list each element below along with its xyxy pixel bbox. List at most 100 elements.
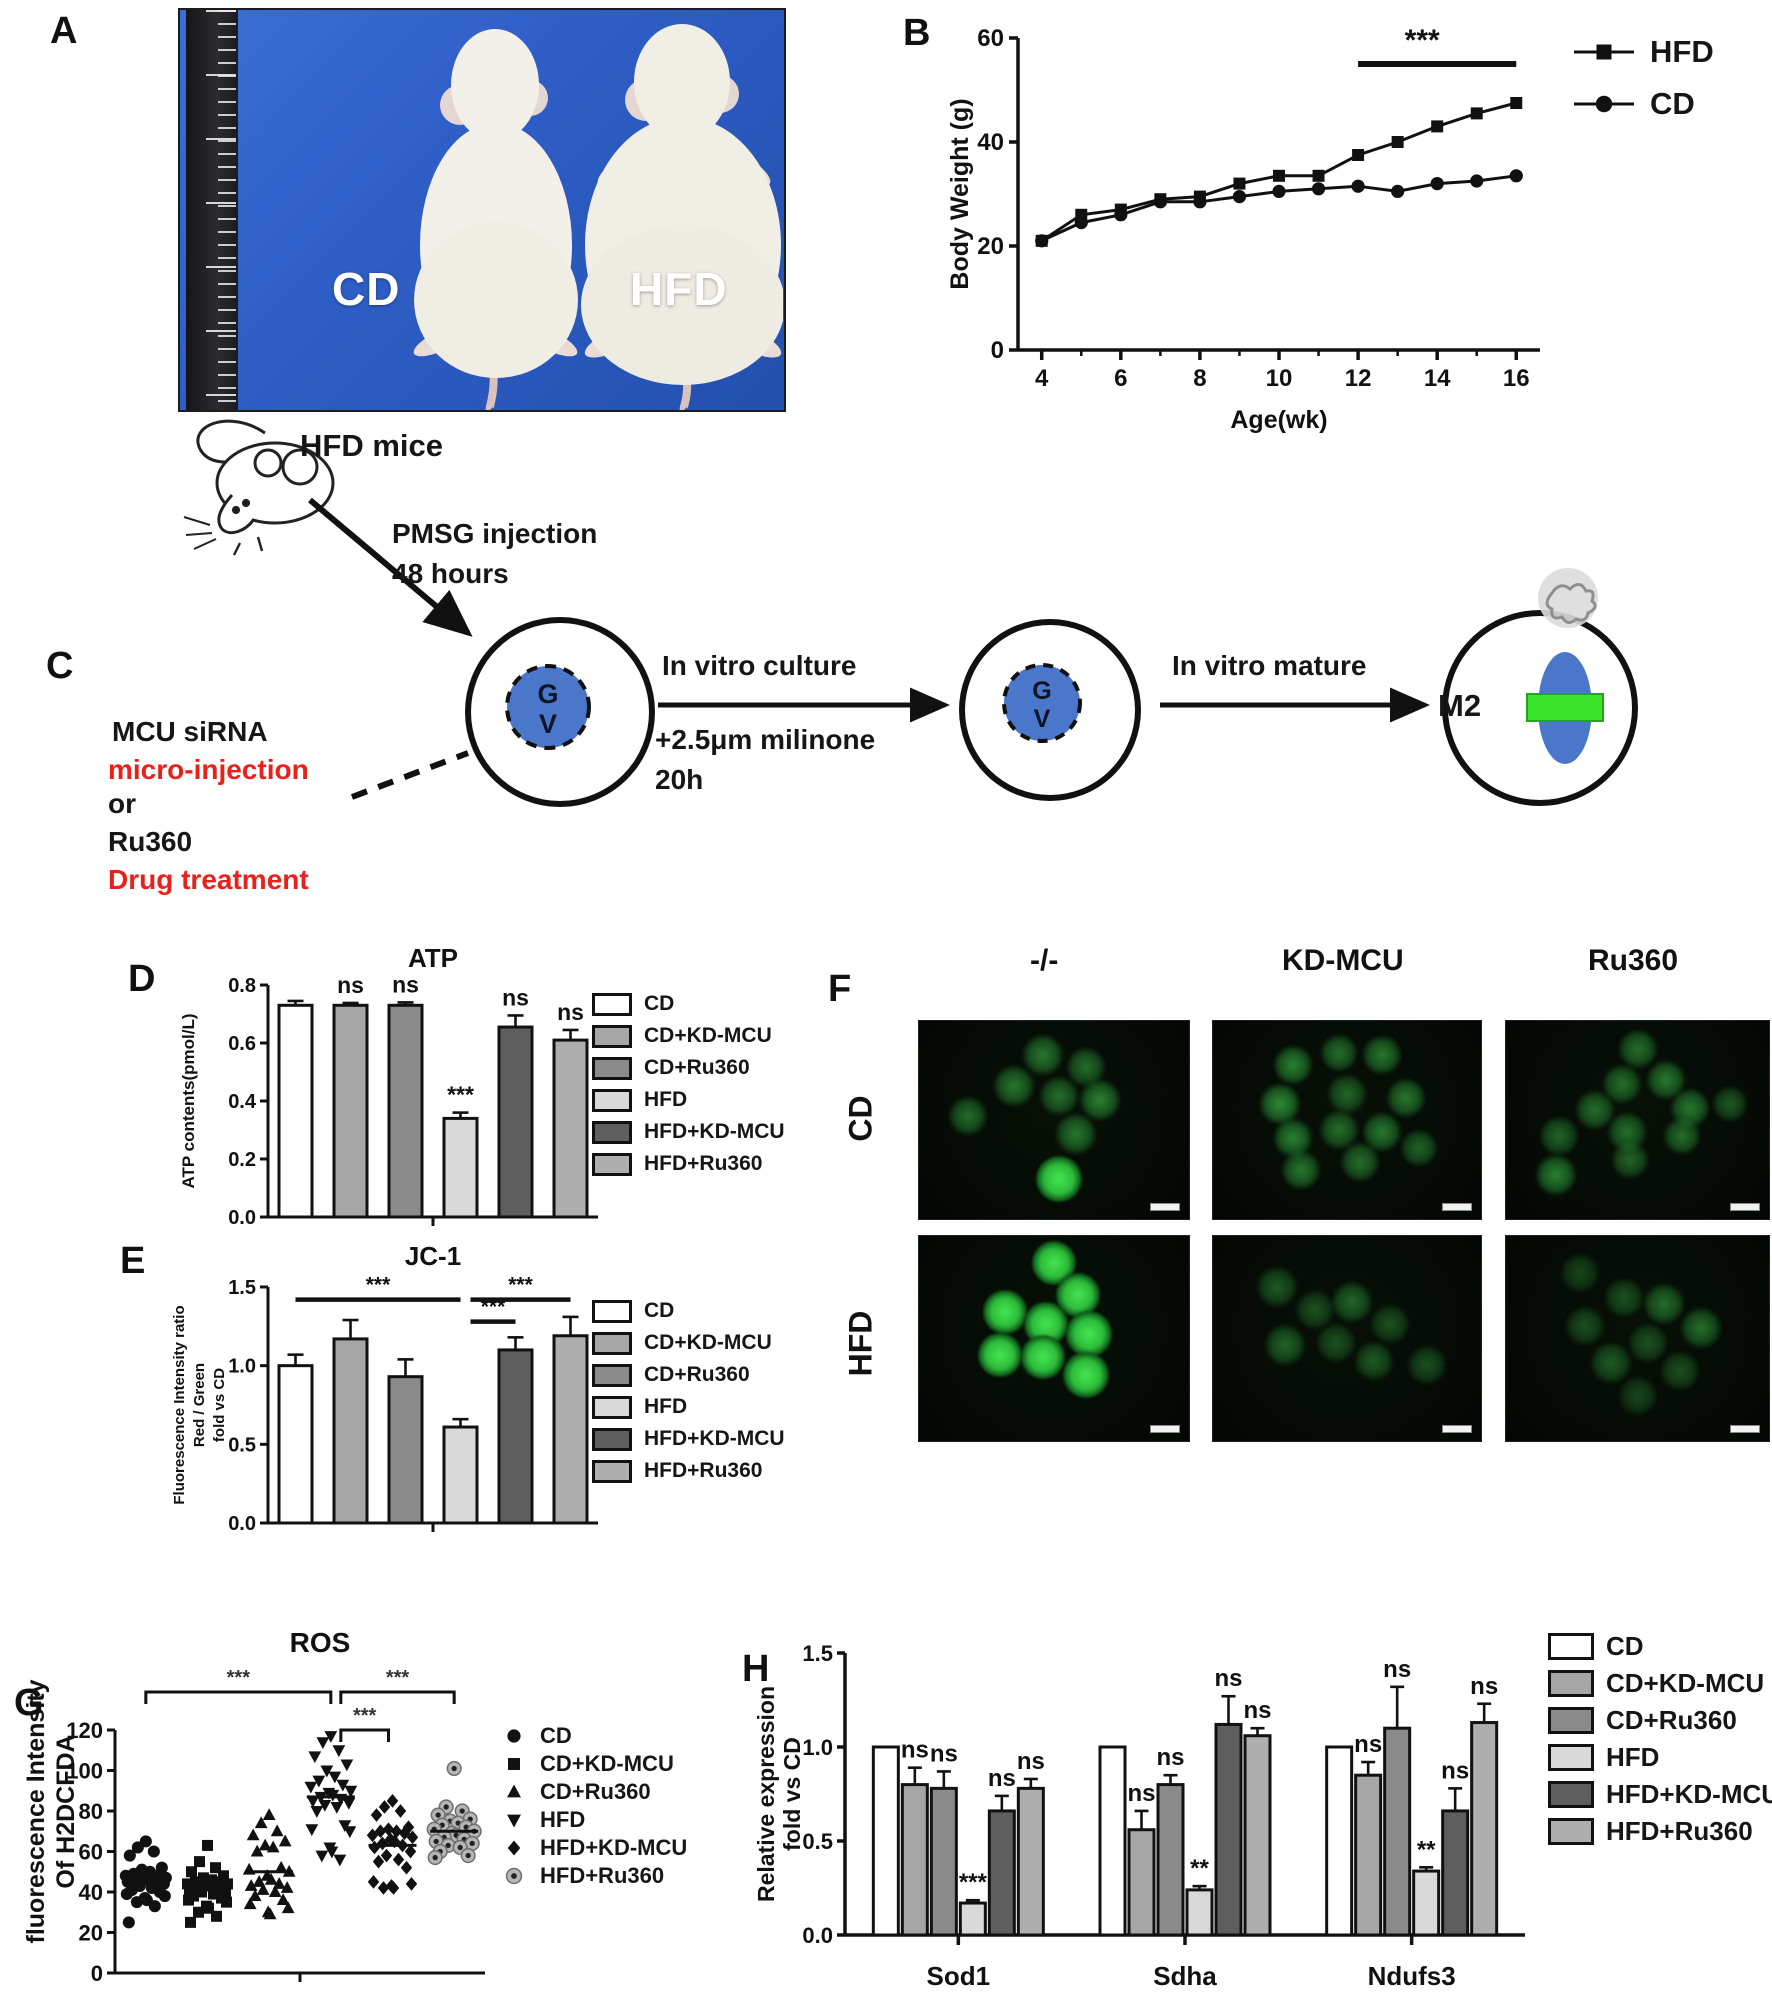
jc1-legend: CD CD+KD-MCU CD+Ru360 HFD HFD+KD-MCU HFD+Ru36… xyxy=(592,1295,785,1487)
marker-inner xyxy=(435,1812,441,1818)
bar-HFD-Ndufs3 xyxy=(1412,1869,1441,1937)
sig-label: *** xyxy=(447,1082,474,1108)
marker-triangle-up xyxy=(276,1893,290,1906)
marker-square xyxy=(202,1839,213,1851)
panel-d-label: D xyxy=(128,958,156,1000)
legend-item-HFD+KD-MCU: HFD+KD-MCU xyxy=(1548,1776,1772,1813)
marker-triangle-down xyxy=(312,1775,326,1788)
marker-inner xyxy=(445,1842,451,1849)
mouse-icon-ear xyxy=(253,448,283,478)
y-tick-label: 40 xyxy=(79,1880,103,1905)
marker-square xyxy=(206,1874,217,1886)
legend-label: HFD+Ru360 xyxy=(644,1152,763,1175)
marker-square xyxy=(1312,169,1325,182)
marker-square xyxy=(1431,120,1444,133)
pmsg-text-1: PMSG injection xyxy=(392,518,598,549)
marker-inner xyxy=(433,1838,439,1845)
marker-triangle-up xyxy=(246,1828,260,1841)
marker-circle-dot xyxy=(427,1850,443,1866)
gv2-letter-v: V xyxy=(1034,705,1051,733)
marker-triangle-up xyxy=(256,1883,270,1895)
panel-c-label: C xyxy=(46,645,74,687)
in-vitro-culture-text: In vitro culture xyxy=(662,650,857,681)
marker-square xyxy=(222,1878,233,1890)
marker-diamond xyxy=(378,1800,391,1814)
oocyte xyxy=(1256,1266,1299,1309)
marker-triangle-down xyxy=(336,1779,350,1792)
legend-swatch xyxy=(592,1024,632,1048)
legend-label: CD+Ru360 xyxy=(1606,1705,1737,1735)
marker-triangle-up xyxy=(244,1879,258,1891)
marker-triangle-up xyxy=(264,1873,278,1885)
micrograph-cd-control xyxy=(918,1020,1190,1220)
oocyte xyxy=(1610,1140,1649,1179)
marker-triangle-up xyxy=(266,1840,280,1853)
legend-marker xyxy=(508,1758,520,1770)
sig-label: ns xyxy=(1156,1744,1184,1771)
legend-label: CD+KD-MCU xyxy=(540,1751,674,1776)
gene-expression-chart: 0.0 0.5 1.0 1.5 Relative expression fold vs C… xyxy=(753,1641,1525,1991)
bar-CD+Ru360 xyxy=(387,1375,424,1525)
marker-circle xyxy=(122,1916,135,1929)
legend-marker xyxy=(507,1840,521,1856)
sig-label: *** xyxy=(1405,24,1440,57)
marker-square xyxy=(1510,97,1523,109)
legend-swatch xyxy=(1548,1707,1594,1734)
marker-diamond xyxy=(388,1834,401,1849)
marker-circle xyxy=(1509,169,1523,183)
hfd-mouse-label: HFD xyxy=(630,263,728,315)
marker-square xyxy=(196,1886,207,1898)
marker-triangle-up xyxy=(268,1885,282,1897)
marker-square xyxy=(1352,149,1365,161)
oocyte xyxy=(1066,1311,1113,1358)
oocyte xyxy=(1617,1028,1658,1069)
x-tick-label: 8 xyxy=(1193,365,1206,392)
legend-label: HFD+Ru360 xyxy=(540,1863,665,1888)
oocyte xyxy=(1628,1322,1669,1363)
legend-item-CD: CD xyxy=(592,988,785,1020)
marker-square xyxy=(198,1872,209,1884)
micrograph-hfd-kd-mcu xyxy=(1212,1235,1482,1442)
sig-bracket xyxy=(339,1728,390,1742)
legend-label: CD+KD-MCU xyxy=(644,1024,772,1047)
oocyte xyxy=(1400,1128,1439,1167)
cd-mouse-label: CD xyxy=(332,263,401,315)
marker-circle xyxy=(1391,184,1405,198)
scheme-graphics: G V G V xyxy=(183,419,1638,807)
bar-CD xyxy=(277,1364,314,1525)
oocyte xyxy=(1294,1289,1335,1330)
bar-HFD xyxy=(442,1425,479,1525)
body-weight-legend: HFD CD xyxy=(1572,26,1714,130)
marker-diamond xyxy=(404,1844,417,1859)
marker-triangle-up xyxy=(281,1901,295,1914)
x-tick-label: 4 xyxy=(1035,365,1049,392)
x-tick-label: 14 xyxy=(1424,365,1451,392)
sig-label: ns xyxy=(1017,1748,1045,1775)
legend-label: HFD+KD-MCU xyxy=(644,1120,785,1143)
oocyte xyxy=(1353,1341,1394,1382)
oocyte xyxy=(1281,1149,1322,1190)
oocyte xyxy=(1022,1033,1065,1076)
milrinone-text: +2.5μm milinone xyxy=(655,724,876,755)
oocyte xyxy=(1711,1086,1748,1123)
ruler-ticks-long xyxy=(206,10,236,410)
marker-circle xyxy=(1430,177,1444,191)
marker-diamond xyxy=(405,1877,418,1891)
legend-label: CD+Ru360 xyxy=(540,1779,651,1804)
sig-label: ns xyxy=(337,972,364,998)
sig-label: ns xyxy=(1243,1697,1271,1724)
marker-square xyxy=(193,1906,204,1918)
marker-square xyxy=(183,1894,194,1906)
bar-CD+Ru360-Ndufs3 xyxy=(1383,1726,1412,1937)
cd-mouse-head xyxy=(451,29,539,141)
marker-circle xyxy=(1595,95,1613,113)
marker-square xyxy=(212,1882,223,1894)
oocyte xyxy=(1590,1342,1633,1385)
x-tick-label: 6 xyxy=(1114,365,1127,392)
marker-triangle-down xyxy=(316,1737,330,1749)
ru360-text: Ru360 xyxy=(108,826,193,857)
sig-label: ns xyxy=(1383,1656,1411,1683)
bar-CD+Ru360 xyxy=(387,1003,424,1219)
y-axis-label: fluorescence Intensity xyxy=(22,1679,50,1943)
oocyte xyxy=(1319,1033,1358,1072)
